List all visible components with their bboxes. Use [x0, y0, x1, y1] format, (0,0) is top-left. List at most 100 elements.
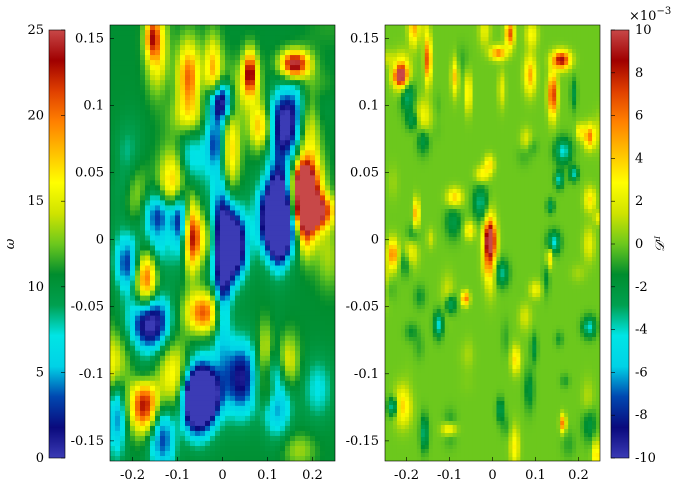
left-heatmap-cell [220, 351, 226, 357]
right-heatmap-cell [528, 89, 533, 94]
right-heatmap-cell [457, 33, 462, 38]
right-heatmap-cell [425, 37, 430, 42]
left-heatmap-cell [320, 115, 326, 121]
left-heatmap-cell [270, 140, 276, 146]
left-heatmap-cell [250, 376, 256, 382]
left-heatmap-cell [140, 170, 146, 176]
left-heatmap-cell [240, 396, 246, 402]
left-heatmap-cell [230, 266, 236, 272]
left-heatmap-cell [125, 50, 131, 56]
left-heatmap-cell [240, 431, 246, 437]
left-heatmap-cell [245, 261, 251, 267]
right-heatmap-cell [560, 41, 565, 46]
right-heatmap-cell [588, 53, 593, 58]
left-heatmap-cell [175, 80, 181, 86]
left-heatmap-cell [130, 215, 136, 221]
left-heatmap-cell [255, 105, 261, 111]
left-heatmap-cell [320, 336, 326, 342]
left-heatmap-cell [320, 391, 326, 397]
left-heatmap-cell [265, 175, 271, 181]
right-heatmap-cell [385, 69, 390, 74]
left-heatmap-cell [215, 311, 221, 317]
left-heatmap-cell [230, 276, 236, 282]
left-heatmap-cell [215, 55, 221, 61]
left-heatmap-cell [210, 421, 216, 427]
left-heatmap-cell [205, 251, 211, 257]
left-heatmap-cell [290, 25, 296, 31]
left-heatmap-cell [195, 251, 201, 257]
left-heatmap-cell [125, 361, 131, 367]
left-heatmap-cell [305, 105, 311, 111]
left-heatmap-cell [205, 421, 211, 427]
left-heatmap-cell [200, 366, 206, 372]
right-heatmap-cell [401, 29, 406, 34]
right-heatmap-cell [457, 41, 462, 46]
left-heatmap-cell [220, 431, 226, 437]
left-heatmap-cell [275, 30, 281, 36]
left-heatmap-cell [280, 421, 286, 427]
left-heatmap-cell [150, 200, 156, 206]
left-heatmap-cell [155, 296, 161, 302]
left-heatmap-cell [260, 256, 266, 262]
right-heatmap-cell [409, 57, 414, 62]
right-heatmap-cell [548, 65, 553, 70]
left-heatmap-cell [270, 306, 276, 312]
right-heatmap-cell [389, 89, 394, 94]
left-heatmap-cell [160, 185, 166, 191]
right-heatmap-cell [409, 53, 414, 58]
left-heatmap-cell [115, 165, 121, 171]
left-heatmap-cell [285, 256, 291, 262]
left-heatmap-cell [195, 175, 201, 181]
left-heatmap-cell [265, 371, 271, 377]
left-heatmap-cell [290, 436, 296, 442]
left-heatmap-cell [145, 100, 151, 106]
left-heatmap-cell [115, 416, 121, 422]
left-heatmap-cell [270, 446, 276, 452]
left-heatmap-cell [285, 120, 291, 126]
left-heatmap-cell [305, 271, 311, 277]
left-heatmap-cell [135, 436, 141, 442]
left-heatmap-cell [175, 271, 181, 277]
left-heatmap-cell [225, 75, 231, 81]
left-heatmap-cell [130, 371, 136, 377]
left-heatmap-cell [185, 416, 191, 422]
left-heatmap-cell [230, 90, 236, 96]
left-heatmap-cell [150, 125, 156, 131]
right-heatmap-cell [429, 73, 434, 78]
left-heatmap-cell [155, 306, 161, 312]
left-heatmap-cell [320, 356, 326, 362]
right-heatmap-cell [560, 45, 565, 50]
left-heatmap-cell [110, 185, 116, 191]
left-heatmap-cell [305, 356, 311, 362]
left-heatmap-cell [240, 110, 246, 116]
left-heatmap-cell [325, 361, 331, 367]
right-heatmap-cell [409, 49, 414, 54]
left-heatmap-cell [125, 205, 131, 211]
left-heatmap-cell [225, 286, 231, 292]
left-heatmap-cell [145, 220, 151, 226]
left-heatmap-cell [145, 326, 151, 332]
left-heatmap-cell [250, 75, 256, 81]
left-heatmap-cell [295, 190, 301, 196]
left-heatmap-cell [170, 391, 176, 397]
left-heatmap-cell [255, 160, 261, 166]
left-heatmap-cell [220, 95, 226, 101]
left-heatmap-cell [305, 406, 311, 412]
left-heatmap-cell [270, 351, 276, 357]
left-x-tick-label: 0 [218, 468, 226, 483]
left-heatmap-cell [205, 281, 211, 287]
left-heatmap-cell [225, 130, 231, 136]
left-heatmap-cell [140, 35, 146, 41]
left-heatmap-cell [265, 281, 271, 287]
left-heatmap-cell [310, 235, 316, 241]
left-heatmap-cell [125, 135, 131, 141]
right-heatmap-cell [493, 33, 498, 38]
left-heatmap-cell [230, 331, 236, 337]
left-heatmap-cell [305, 95, 311, 101]
left-heatmap-cell [110, 115, 116, 121]
right-heatmap-cell [385, 33, 390, 38]
left-heatmap-cell [155, 60, 161, 66]
left-heatmap-cell [170, 356, 176, 362]
left-heatmap-cell [320, 271, 326, 277]
right-heatmap-cell [524, 49, 529, 54]
